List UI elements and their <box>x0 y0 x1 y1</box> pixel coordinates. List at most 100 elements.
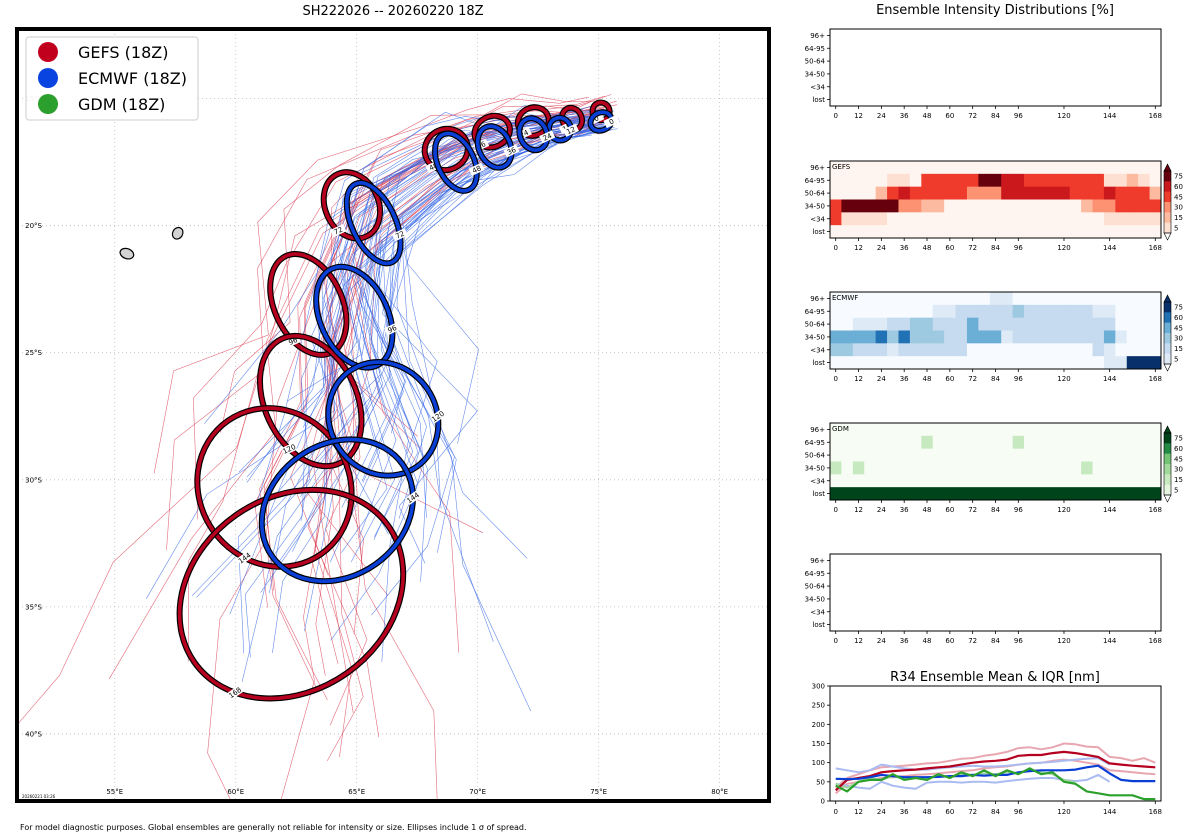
heatmap-cell <box>852 317 865 331</box>
heatmap-cell <box>1058 173 1071 188</box>
heatmap-cell <box>841 225 854 239</box>
heatmap-x-label: 12 <box>854 375 863 383</box>
heatmap-cell <box>1001 487 1014 501</box>
heatmap-cell <box>909 225 922 239</box>
heatmap-cell <box>1024 423 1036 437</box>
heatmap-cell <box>1001 343 1014 357</box>
heatmap-cell <box>875 199 888 213</box>
heatmap-cell <box>1126 474 1139 488</box>
heatmap-x-label: 72 <box>968 375 977 383</box>
heatmap-cell <box>1058 330 1071 344</box>
heatmap-cell <box>864 330 877 344</box>
heatmap-cell <box>1126 225 1139 239</box>
heatmap-cell <box>1126 173 1139 188</box>
heatmap-cell <box>1115 330 1128 344</box>
r34-y-label: 250 <box>812 702 825 710</box>
colorbar-label: 15 <box>1174 345 1183 353</box>
heatmap-cell <box>1103 186 1116 200</box>
heatmap-cell <box>1001 199 1014 213</box>
heatmap-cell <box>932 292 945 306</box>
heatmap-cell <box>1069 356 1082 370</box>
heatmap-cell <box>1058 292 1071 306</box>
heatmap-cell <box>921 186 934 200</box>
heatmap-cell <box>1001 461 1014 475</box>
heatmap-cell <box>887 161 899 175</box>
heatmap-x-label: 48 <box>923 244 932 252</box>
heatmap-cell <box>1115 304 1128 319</box>
heatmap-cell <box>1149 225 1162 239</box>
heatmap-cell <box>909 423 922 437</box>
heatmap-cell <box>1035 292 1048 306</box>
heatmap-cell <box>875 487 888 501</box>
heatmap-cell <box>864 304 877 319</box>
gefs-hour-label: 48 <box>428 162 439 173</box>
r34-x-label: 84 <box>991 808 1000 816</box>
heatmap-x-label: 72 <box>968 244 977 252</box>
heatmap-cell <box>1115 461 1128 475</box>
heatmap-cell <box>966 474 979 488</box>
heatmap-cell <box>1012 343 1025 357</box>
heatmap-cell <box>955 487 968 501</box>
heatmap-cell <box>852 212 865 226</box>
map-title: SH222026 -- 20260220 18Z <box>302 4 484 19</box>
heatmap-cell <box>841 448 854 462</box>
heatmap-cell <box>887 186 899 200</box>
heatmap-cell <box>955 317 968 331</box>
heatmap-x-label: 144 <box>1103 506 1117 514</box>
heatmap-cell <box>830 461 842 475</box>
heatmap-cell <box>1081 461 1093 475</box>
heatmap-cell <box>989 161 1002 175</box>
heatmap-cell <box>1103 330 1116 344</box>
heatmap-cell <box>1149 161 1162 175</box>
heatmap-cell <box>887 330 899 344</box>
r34-x-label: 24 <box>877 808 886 816</box>
heatmap-x-label: 24 <box>877 244 886 252</box>
heatmap-cell <box>1081 186 1093 200</box>
heatmap-x-label: 0 <box>833 112 837 120</box>
heatmap-cell <box>1058 487 1071 501</box>
heatmap-cell <box>1103 356 1116 370</box>
heatmap-cell <box>944 225 956 239</box>
r34-x-label: 96 <box>1014 808 1023 816</box>
heatmap-cell <box>1035 199 1048 213</box>
heatmap-cell <box>1058 186 1071 200</box>
heatmap-cell <box>955 161 968 175</box>
heatmap-cell <box>887 225 899 239</box>
lat-label: 35°S <box>25 603 42 611</box>
colorbar-top-arrow <box>1163 425 1172 434</box>
heatmap-cell <box>944 343 956 357</box>
heatmap-cell <box>1069 225 1082 239</box>
heatmap-x-label: 144 <box>1103 244 1117 252</box>
heatmap-cell <box>1092 435 1105 450</box>
heatmap-cell <box>1126 317 1139 331</box>
heatmap-x-label: 12 <box>854 637 863 645</box>
heatmap-cell <box>1149 474 1162 488</box>
r34-y-label: 50 <box>816 778 825 786</box>
heatmap-cell <box>1149 356 1162 370</box>
heatmap-cell <box>966 435 979 450</box>
gefs-hour-label: 96 <box>287 336 299 347</box>
heatmap-x-label: 168 <box>1149 637 1162 645</box>
heatmap-cell <box>887 173 899 188</box>
heatmap-cell <box>1081 435 1093 450</box>
heatmap-cell <box>1138 330 1150 344</box>
heatmap-cell <box>875 343 888 357</box>
heatmap-cell <box>1081 423 1093 437</box>
ecmwf-hour-label: 48 <box>471 164 482 175</box>
heatmap-cell <box>966 487 979 501</box>
heatmap-cell <box>1046 461 1059 475</box>
heatmap-cell <box>852 448 865 462</box>
heatmap-cell <box>887 317 899 331</box>
heatmap-cell <box>989 435 1002 450</box>
colorbar-segment <box>1164 322 1171 334</box>
heatmap-cell <box>932 173 945 188</box>
heatmap-x-label: 168 <box>1149 506 1162 514</box>
heatmap-cell <box>1115 448 1128 462</box>
ecmwf-ellipse: 144 <box>258 436 421 585</box>
gefs-hour-label: 72 <box>333 226 344 237</box>
heatmap-cell <box>852 435 865 450</box>
heatmap-cell <box>955 225 968 239</box>
heatmap-cell <box>932 199 945 213</box>
heatmap-cell <box>978 199 991 213</box>
heatmap-y-label: 96+ <box>810 32 825 40</box>
